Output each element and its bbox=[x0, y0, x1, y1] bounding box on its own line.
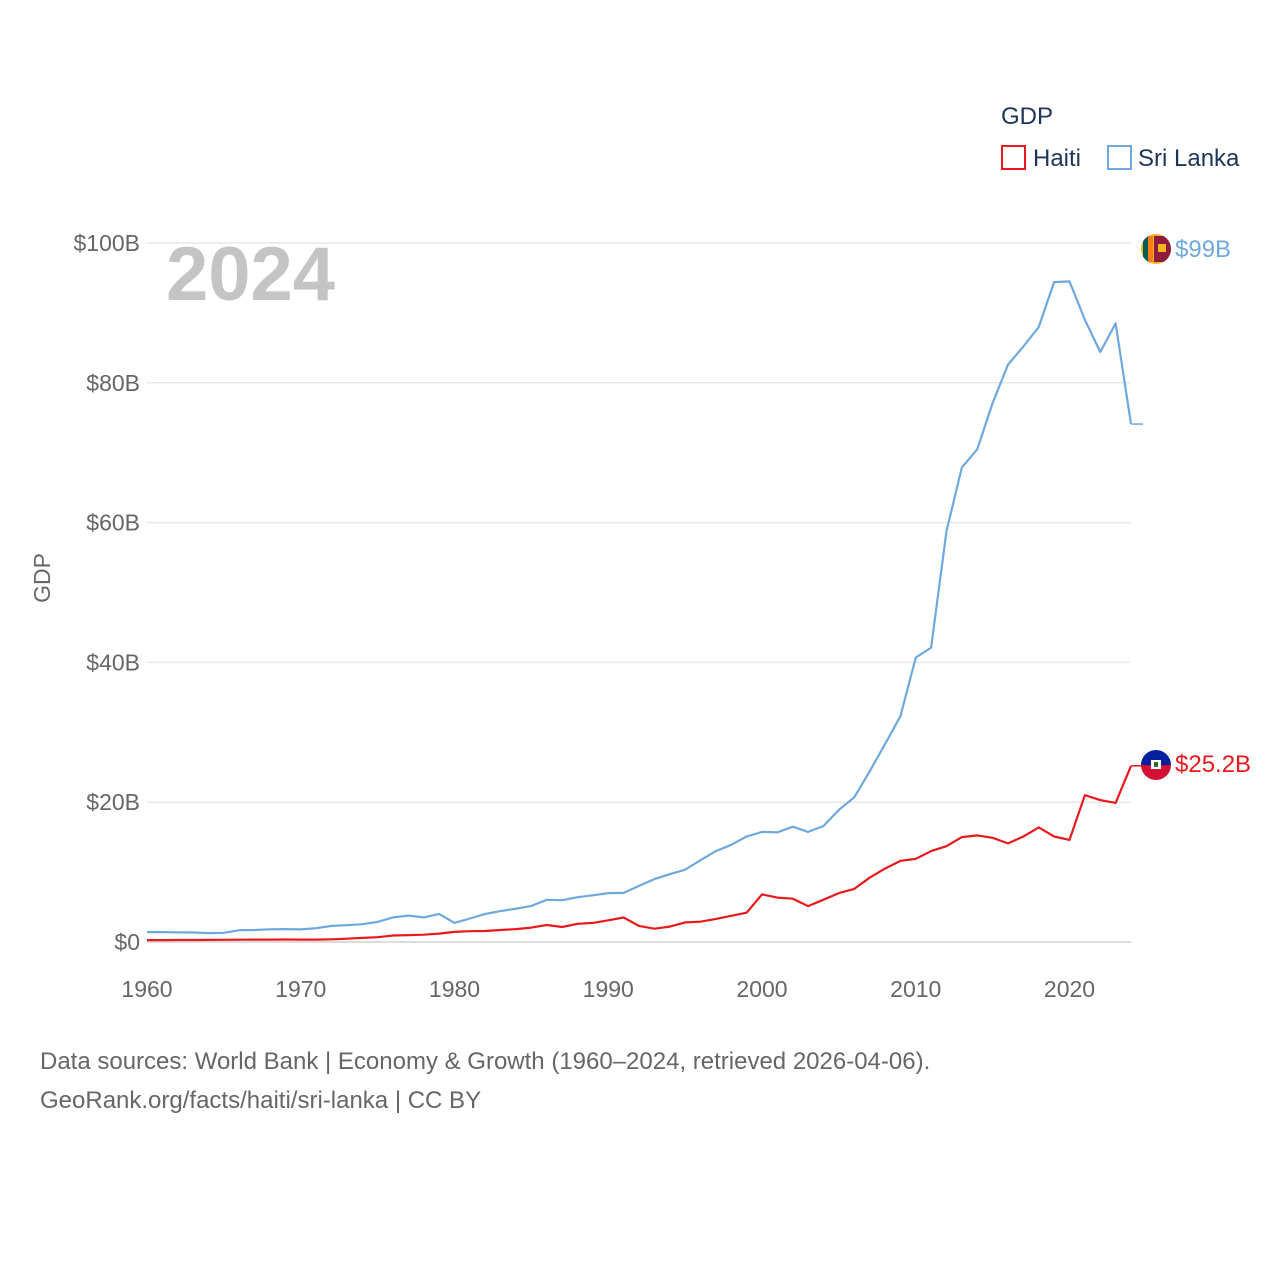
legend-swatch-haiti bbox=[1001, 145, 1026, 170]
legend: GDP Haiti Sri Lanka bbox=[1001, 103, 1240, 172]
series-line-sri-lanka bbox=[147, 280, 1133, 935]
y-tick-label: $0 bbox=[114, 929, 140, 955]
x-tick-label: 1960 bbox=[121, 976, 172, 1002]
y-tick-label: $60B bbox=[86, 510, 140, 536]
x-axis-ticks: 1960 1970 1980 1990 2000 2010 2020 bbox=[121, 976, 1095, 1002]
series-lines bbox=[147, 280, 1143, 942]
x-tick-label: 2000 bbox=[736, 976, 787, 1002]
end-label-sri-lanka: $99B bbox=[1175, 236, 1231, 263]
end-label-haiti: $25.2B bbox=[1175, 751, 1251, 778]
y-tick-label: $40B bbox=[86, 649, 140, 675]
x-tick-label: 1970 bbox=[275, 976, 326, 1002]
y-tick-label: $20B bbox=[86, 789, 140, 815]
y-axis-label: GDP bbox=[29, 553, 55, 603]
grid-lines bbox=[147, 242, 1131, 943]
x-tick-label: 2020 bbox=[1044, 976, 1095, 1002]
haiti-flag-icon bbox=[1141, 750, 1171, 780]
legend-entry-haiti: Haiti bbox=[1033, 145, 1081, 172]
x-tick-label: 1990 bbox=[583, 976, 634, 1002]
year-watermark: 2024 bbox=[166, 232, 335, 317]
y-axis-ticks: $0 $20B $40B $60B $80B $100B bbox=[73, 230, 140, 955]
x-tick-label: 1980 bbox=[429, 976, 480, 1002]
source-footer: Data sources: World Bank | Economy & Gro… bbox=[40, 1042, 930, 1120]
source-line-1: Data sources: World Bank | Economy & Gro… bbox=[40, 1048, 931, 1075]
legend-entry-sri-lanka: Sri Lanka bbox=[1138, 145, 1240, 172]
y-tick-label: $80B bbox=[86, 370, 140, 396]
source-line-2[interactable]: GeoRank.org/facts/haiti/sri-lanka | CC B… bbox=[40, 1087, 482, 1114]
y-tick-label: $100B bbox=[73, 230, 140, 256]
x-tick-label: 2010 bbox=[890, 976, 941, 1002]
legend-swatch-sri-lanka bbox=[1107, 145, 1132, 170]
series-line-haiti bbox=[147, 765, 1133, 942]
sri-lanka-flag-icon bbox=[1141, 234, 1171, 264]
legend-title: GDP bbox=[1001, 103, 1053, 130]
